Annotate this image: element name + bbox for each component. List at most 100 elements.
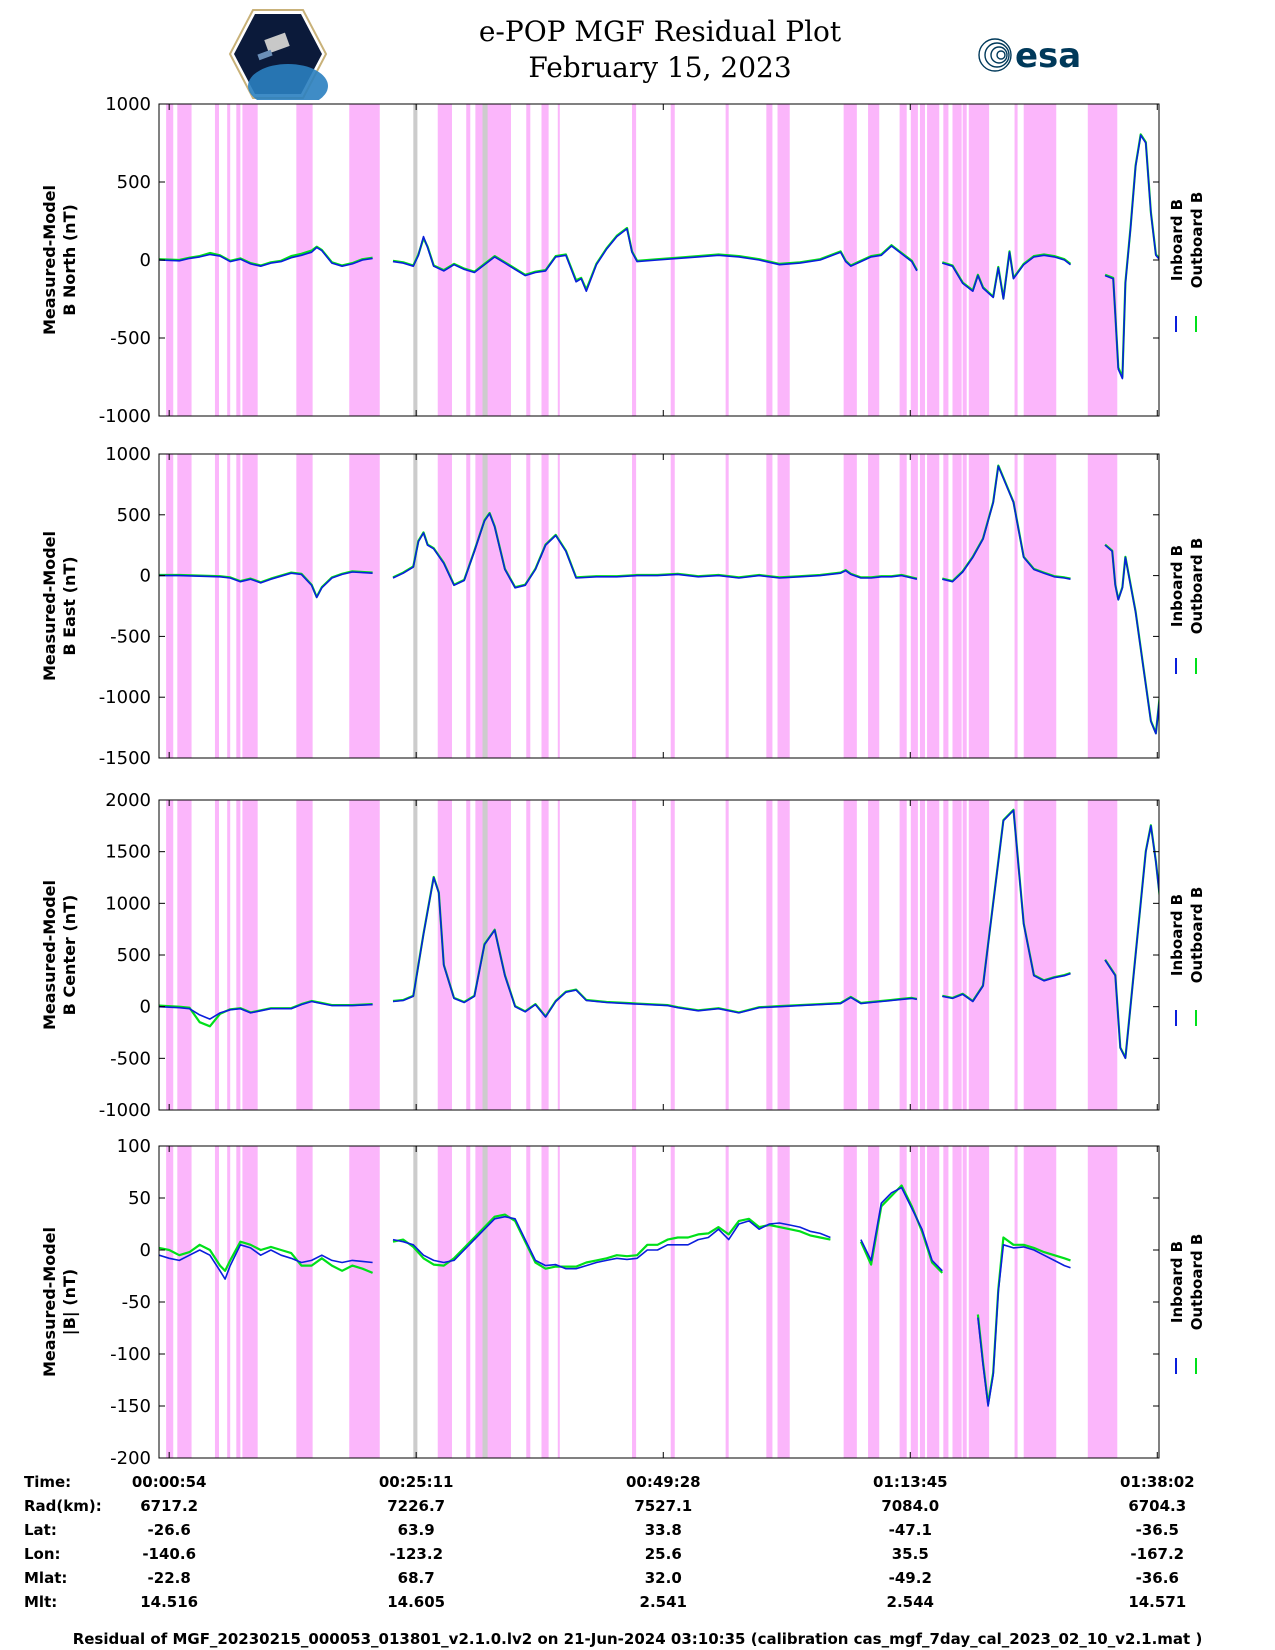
highlight-band <box>557 800 560 1110</box>
inboard-line <box>942 809 1071 1003</box>
highlight-band <box>557 1146 560 1458</box>
series-lines <box>159 133 1159 380</box>
esa-logo: esa <box>975 30 1095 80</box>
highlight-band <box>1087 104 1118 416</box>
highlight-band <box>919 1146 926 1458</box>
orbit-value: -47.1 <box>889 1521 932 1539</box>
outboard-line <box>392 875 918 1018</box>
orbit-value: 7084.0 <box>881 1497 939 1515</box>
plot-title-date: February 15, 2023 <box>528 51 792 84</box>
y-axis-label-line: |B| (nT) <box>60 1269 80 1335</box>
highlight-band <box>899 1146 907 1458</box>
orbit-value: -167.2 <box>1130 1545 1184 1563</box>
y-tick-label: 1500 <box>105 842 151 863</box>
orbit-value: 7527.1 <box>634 1497 692 1515</box>
outboard-line <box>392 226 918 291</box>
highlight-band <box>437 800 452 1110</box>
y-tick-label: -1500 <box>99 748 151 769</box>
legend-inboard-label: Inboard B <box>1168 545 1186 627</box>
series-lines <box>159 808 1159 1060</box>
highlight-band <box>177 800 192 1110</box>
y-tick-label: -500 <box>110 1048 151 1069</box>
highlight-band <box>843 104 857 416</box>
highlight-band <box>475 1146 511 1458</box>
y-tick-label: -1000 <box>99 1100 151 1121</box>
y-tick-label: -150 <box>110 1396 151 1417</box>
panel-frame <box>158 453 1160 759</box>
highlight-band <box>952 800 962 1110</box>
highlight-band <box>868 1146 880 1458</box>
inboard-line <box>159 571 373 599</box>
highlight-band <box>899 800 907 1110</box>
highlight-band <box>968 454 990 758</box>
orbit-value: -36.6 <box>1136 1569 1179 1587</box>
y-axis-label-line: B North (nT) <box>60 204 79 316</box>
highlight-band <box>227 454 231 758</box>
highlight-band <box>868 800 880 1110</box>
highlight-band <box>766 800 773 1110</box>
esa-logo-swirl-icon <box>978 38 1012 72</box>
orbit-value: -26.6 <box>148 1521 191 1539</box>
orbit-value: 14.605 <box>387 1593 445 1611</box>
inboard-line <box>942 465 1071 583</box>
orbit-row-label: Lon: <box>24 1545 61 1563</box>
orbit-value: 6717.2 <box>140 1497 198 1515</box>
orbit-value: 7226.7 <box>387 1497 445 1515</box>
highlight-band <box>466 1146 471 1458</box>
highlight-band <box>541 454 549 758</box>
highlight-band <box>910 1146 918 1458</box>
highlight-bands <box>166 1146 1118 1458</box>
highlight-band <box>526 800 531 1110</box>
gap-band <box>482 1146 488 1458</box>
inboard-line <box>1104 544 1159 735</box>
y-axis-label: Measured-Model|B| (nT) <box>40 1227 80 1377</box>
orbit-value: 01:13:45 <box>873 1473 948 1491</box>
highlight-band <box>466 454 471 758</box>
inboard-line <box>159 246 373 267</box>
inboard-line <box>392 228 918 292</box>
highlight-band <box>437 454 452 758</box>
inboard-line <box>392 1215 831 1270</box>
highlight-band <box>236 800 241 1110</box>
legend: Inboard B Outboard B <box>1168 887 1206 984</box>
highlight-band <box>1087 454 1118 758</box>
legend: Inboard B Outboard B <box>1168 192 1206 289</box>
y-tick-label: -1000 <box>99 406 151 427</box>
y-axis-label: Measured-ModelB East (nT) <box>40 531 79 681</box>
highlight-band <box>227 1146 231 1458</box>
highlight-band <box>242 454 258 758</box>
highlight-band <box>632 1146 637 1458</box>
highlight-band <box>670 800 675 1110</box>
highlight-band <box>236 1146 241 1458</box>
orbit-value: 14.571 <box>1128 1593 1186 1611</box>
y-tick-label: 0 <box>140 250 151 271</box>
highlight-band <box>777 800 790 1110</box>
highlight-band <box>296 454 313 758</box>
orbit-value: 00:49:28 <box>626 1473 701 1491</box>
highlight-band <box>725 104 729 416</box>
highlight-band <box>927 454 940 758</box>
legend-outboard-label: Outboard B <box>1188 887 1206 984</box>
inboard-line <box>977 1244 1071 1407</box>
orbit-value: -36.5 <box>1136 1521 1179 1539</box>
inboard-line <box>860 1186 943 1272</box>
y-tick-label: -500 <box>110 328 151 349</box>
highlight-band <box>670 454 675 758</box>
highlight-band <box>632 104 637 416</box>
inboard-line <box>1104 134 1159 380</box>
highlight-band <box>166 800 174 1110</box>
highlight-band <box>766 1146 773 1458</box>
legend: Inboard B Outboard B <box>1168 538 1206 635</box>
highlight-band <box>868 104 880 416</box>
mission-logo-satellite <box>264 32 290 54</box>
highlight-band <box>1014 800 1018 1110</box>
legend-inboard-label: Inboard B <box>1168 199 1186 281</box>
inboard-line <box>159 1244 373 1280</box>
highlight-band <box>466 104 471 416</box>
highlight-band <box>242 1146 258 1458</box>
inboard-line <box>392 512 918 589</box>
highlight-band <box>349 454 380 758</box>
highlight-band <box>952 1146 962 1458</box>
highlight-band <box>541 104 549 416</box>
